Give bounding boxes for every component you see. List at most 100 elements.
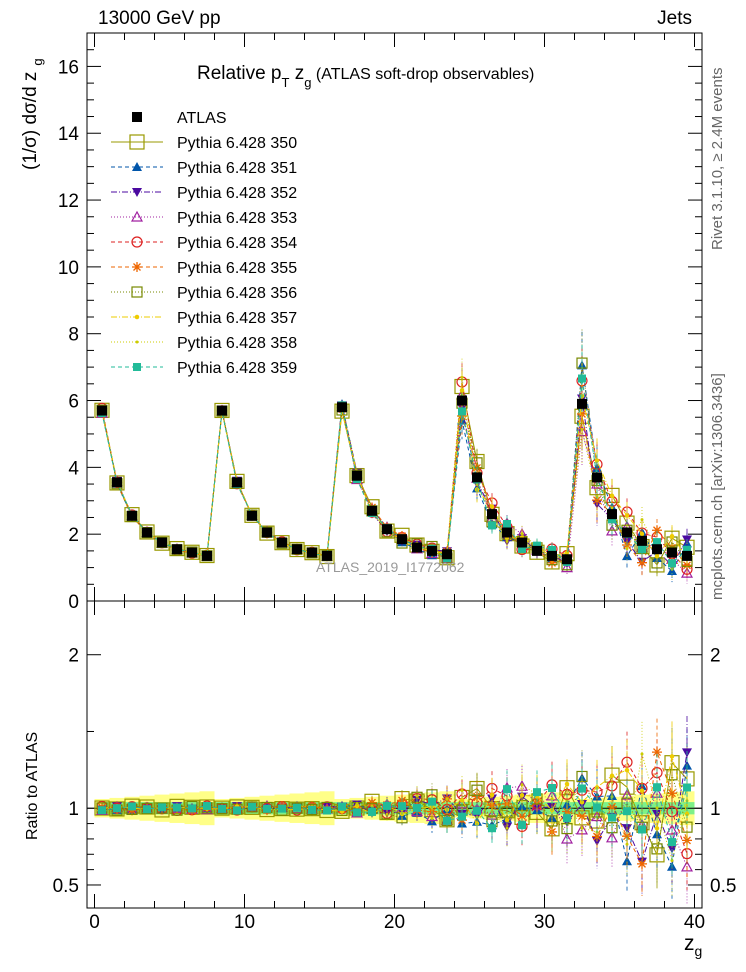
data-point xyxy=(563,814,571,823)
data-point-atlas xyxy=(232,477,242,488)
data-point xyxy=(640,518,644,522)
data-point xyxy=(653,783,661,792)
x-tick-label: 40 xyxy=(684,912,705,933)
ratio-series-line xyxy=(101,756,688,831)
header-left: 13000 GeV pp xyxy=(98,8,221,29)
data-point xyxy=(520,532,524,536)
x-tick-label: 10 xyxy=(234,912,255,933)
data-point-atlas xyxy=(172,544,182,555)
legend-label: Pythia 6.428 353 xyxy=(177,210,297,227)
data-point xyxy=(546,815,558,827)
data-point xyxy=(684,811,690,817)
data-point xyxy=(169,798,185,814)
data-point xyxy=(487,794,497,804)
data-point-atlas xyxy=(397,534,407,545)
data-point-atlas xyxy=(412,542,422,553)
data-point xyxy=(430,816,434,820)
ratio-y-tick-label: 0.5 xyxy=(53,876,79,897)
data-point xyxy=(518,821,526,830)
data-point xyxy=(248,802,256,811)
data-point xyxy=(319,548,335,565)
data-point xyxy=(680,566,694,578)
data-point xyxy=(548,783,556,792)
data-point xyxy=(169,540,185,557)
ratio-y-tick-label: 2 xyxy=(68,646,79,667)
legend-label: Pythia 6.428 352 xyxy=(177,185,297,202)
data-point-atlas xyxy=(112,477,122,488)
data-point xyxy=(578,784,586,793)
data-point xyxy=(143,805,151,814)
data-point-atlas xyxy=(352,470,362,481)
data-point-atlas xyxy=(157,537,167,548)
ratio-series-layer xyxy=(94,715,695,904)
data-point xyxy=(639,788,645,793)
data-point xyxy=(625,842,629,846)
y-tick-label: 16 xyxy=(58,57,79,78)
data-point-atlas xyxy=(682,550,692,561)
data-point-atlas xyxy=(667,547,677,558)
data-point xyxy=(667,844,677,854)
data-point xyxy=(278,804,286,813)
legend-label: Pythia 6.428 350 xyxy=(177,135,297,152)
data-point xyxy=(624,767,630,773)
watermark: ATLAS_2019_I1772062 xyxy=(316,559,465,575)
data-point xyxy=(368,807,376,816)
data-point xyxy=(134,314,140,320)
data-point xyxy=(233,806,241,815)
ratio-series-line xyxy=(101,751,688,866)
data-point xyxy=(562,806,572,817)
data-point xyxy=(184,544,200,560)
data-point xyxy=(425,810,439,822)
data-point xyxy=(670,858,674,862)
data-point xyxy=(533,788,541,797)
data-point xyxy=(98,806,106,815)
data-point xyxy=(132,162,142,171)
data-point xyxy=(622,856,632,866)
data-point xyxy=(653,538,661,547)
data-point xyxy=(158,803,166,812)
data-point xyxy=(214,402,230,419)
data-point xyxy=(203,801,211,810)
data-point xyxy=(610,506,614,510)
data-point xyxy=(415,794,419,798)
data-point xyxy=(355,802,359,806)
data-point xyxy=(154,535,170,551)
data-point xyxy=(623,807,631,816)
data-point xyxy=(338,802,346,811)
data-point xyxy=(518,544,526,553)
series-layer xyxy=(94,329,695,584)
data-point xyxy=(443,816,451,825)
data-point xyxy=(385,812,389,816)
data-point xyxy=(637,557,647,568)
data-point xyxy=(505,826,509,830)
series-line xyxy=(101,377,688,570)
data-point-atlas xyxy=(247,510,257,521)
data-point xyxy=(458,812,466,821)
data-point xyxy=(548,545,556,554)
data-point xyxy=(667,788,677,799)
data-point-atlas xyxy=(427,545,437,556)
legend-entry: Pythia 6.428 351 xyxy=(111,160,297,177)
data-point xyxy=(135,340,139,344)
data-point xyxy=(503,519,511,528)
data-point-atlas xyxy=(487,509,497,520)
data-point xyxy=(173,803,181,812)
ratio-series-line xyxy=(101,752,688,864)
legend-entry: Pythia 6.428 357 xyxy=(111,310,297,327)
data-point xyxy=(652,747,662,758)
data-point-atlas xyxy=(187,547,197,558)
ratio-panel: 0.5 0.5 1 1 2 2 xyxy=(53,646,736,904)
y-tick-label: 0 xyxy=(68,592,79,613)
data-point xyxy=(139,524,155,540)
data-point-atlas xyxy=(442,549,452,560)
data-point xyxy=(638,825,646,834)
data-point-atlas xyxy=(307,547,317,558)
legend-label: Pythia 6.428 355 xyxy=(177,260,297,277)
x-tick-label: 20 xyxy=(384,912,405,933)
data-point xyxy=(188,804,196,813)
legend-entry: Pythia 6.428 352 xyxy=(111,185,297,202)
legend-label: Pythia 6.428 351 xyxy=(177,160,297,177)
ratio-series-line xyxy=(101,761,688,854)
